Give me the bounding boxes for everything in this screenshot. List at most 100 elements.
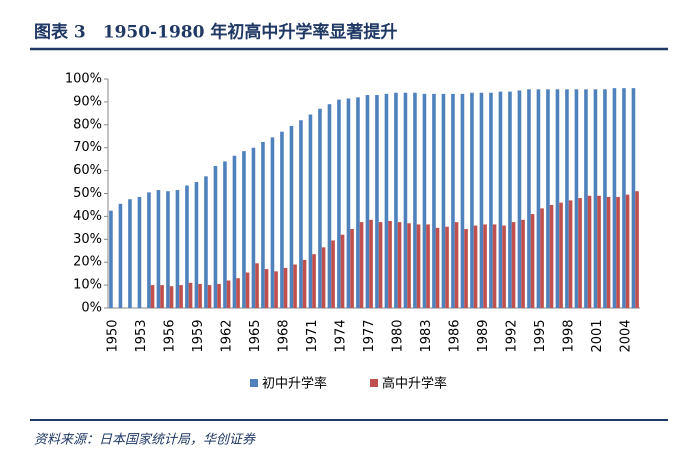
bar [603,89,607,309]
bar [460,93,465,308]
bar [179,285,183,308]
x-tick-label: 1971 [305,319,320,352]
y-tick-label: 40% [73,209,102,224]
legend-swatch [250,379,258,387]
bar [321,247,326,308]
x-tick-label: 1968 [276,319,291,352]
y-tick-label: 70% [73,140,102,155]
legend-swatch [370,379,378,387]
bar [312,254,316,308]
bar [445,226,449,308]
bar [384,93,389,308]
bar [147,192,151,308]
x-tick-label: 1950 [105,319,120,352]
bar [546,89,550,309]
bar [584,89,588,309]
bar [299,120,303,308]
bar [255,263,259,308]
y-tick-label: 60% [73,163,102,178]
bar [625,194,630,308]
bar [568,200,573,308]
bar [236,278,240,308]
x-tick-label: 2004 [618,319,633,352]
bar [521,219,525,308]
x-tick-label: 1980 [390,319,405,352]
y-tick-label: 10% [73,278,102,293]
bar [356,97,360,308]
x-tick-label: 1953 [134,319,149,352]
y-tick-label: 50% [73,186,102,201]
bar [606,196,611,308]
bar [498,91,503,308]
bar [369,219,373,308]
x-tick-label: 2001 [590,319,605,352]
bar [194,182,199,308]
bar [489,92,493,309]
bar [479,92,484,309]
bar [188,282,193,308]
bar [274,271,278,308]
bar [397,222,402,308]
bar [394,92,398,309]
bar [441,93,446,308]
bar [492,224,497,308]
bar [511,222,516,308]
bar [473,225,478,308]
bar [308,114,313,309]
bar [331,240,335,308]
bar [612,88,617,308]
y-tick-label: 0% [81,301,102,316]
bar [245,272,250,308]
bar [232,155,237,308]
y-tick-label: 90% [73,94,102,109]
x-tick-label: 1956 [162,319,177,352]
bar [616,196,620,308]
bar [109,210,113,308]
bar [555,89,560,309]
x-tick-label: 1977 [362,319,377,352]
bar [622,88,626,308]
bar [270,137,275,308]
bar [150,285,155,308]
x-tick-label: 1974 [333,319,348,352]
y-tick-label: 80% [73,117,102,132]
bar [118,203,123,308]
bar [283,267,288,308]
bar [574,89,579,309]
bar [198,283,202,308]
x-tick-label: 1995 [533,319,548,352]
bar [597,195,601,308]
bar [426,224,430,308]
bar [346,98,351,308]
legend-label: 初中升学率 [262,376,327,392]
bar [517,90,522,308]
bar [407,223,411,308]
x-tick-label: 1962 [219,319,234,352]
x-tick-label: 1983 [419,319,434,352]
bar [242,151,246,308]
bar [223,161,227,308]
bar [464,228,468,308]
bar [416,224,421,308]
bar [635,191,639,308]
bar [128,199,132,308]
bar [365,95,370,308]
chart-title: 图表 3 1950-1980 年初高中升学率显著提升 [34,22,397,43]
bar [318,108,322,309]
bar [549,204,554,308]
bar [502,225,506,308]
bar [340,234,345,308]
bar [350,228,354,308]
bar [289,125,294,308]
bar [213,166,218,308]
bar [264,269,269,308]
source-note: 资料来源：日本国家统计局，华创证券 [34,432,256,448]
x-tick-label: 1965 [248,319,263,352]
bar [559,202,563,308]
bar [527,89,531,309]
bar [578,198,582,308]
bar [508,91,512,308]
y-tick-label: 20% [73,255,102,270]
bar [293,264,297,308]
bar [422,93,427,308]
